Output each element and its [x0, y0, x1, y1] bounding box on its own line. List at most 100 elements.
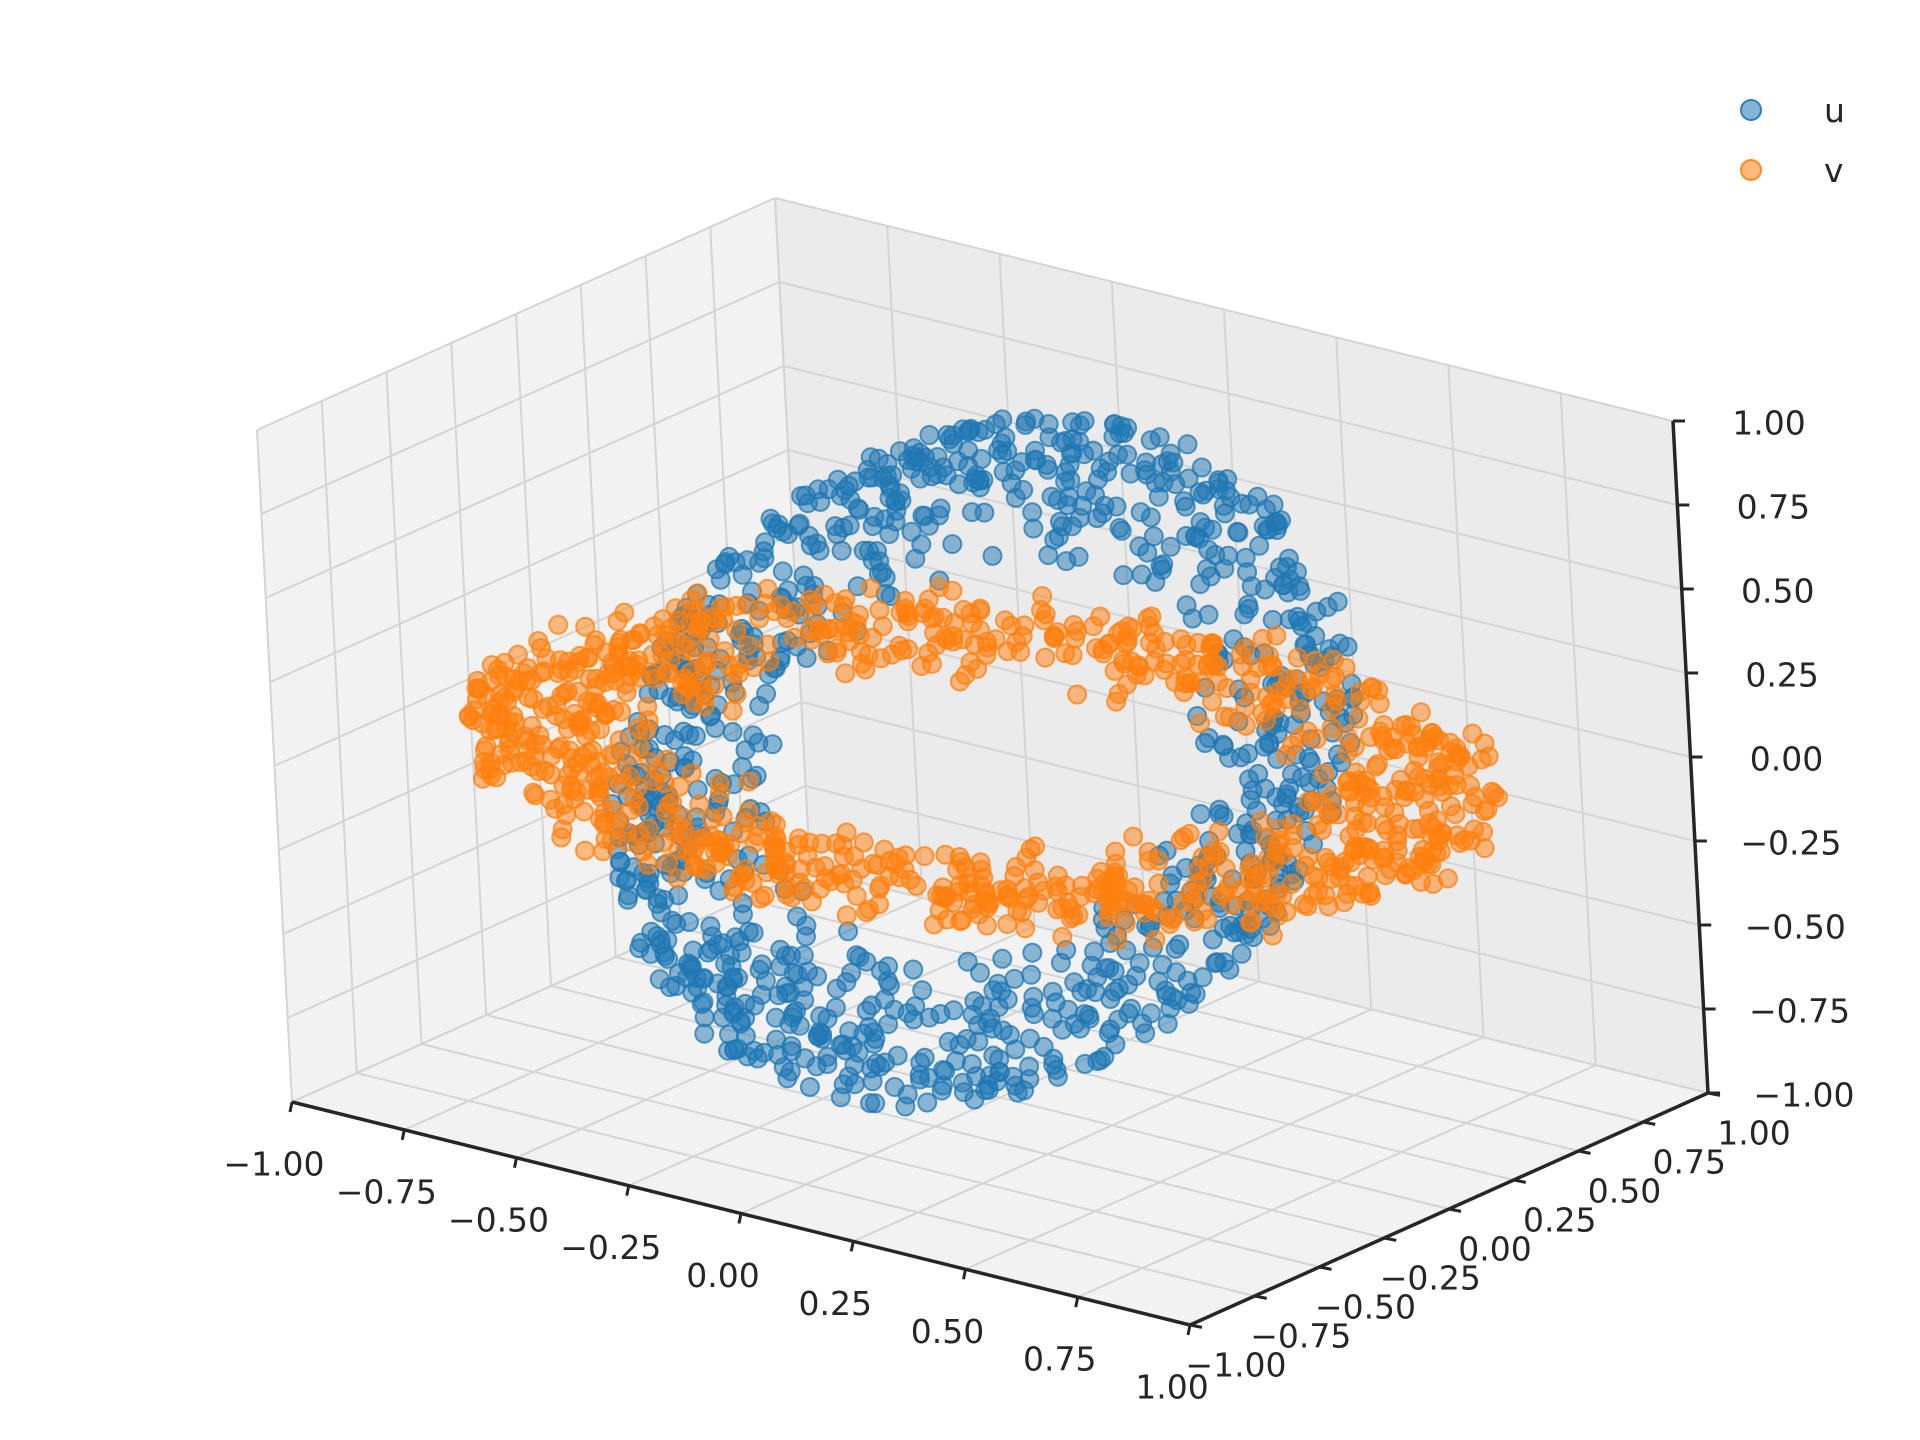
point-v [528, 631, 549, 652]
point-v [1190, 713, 1210, 734]
point-v [474, 740, 495, 761]
tick-mark [1074, 1296, 1080, 1308]
point-u [1098, 1023, 1119, 1043]
point-u [956, 1029, 977, 1049]
point-u [1177, 434, 1198, 455]
point-v [680, 613, 701, 634]
z-tick-label: 0.75 [1737, 488, 1810, 527]
point-u [1269, 557, 1290, 578]
y-tick-label: −0.50 [1315, 1288, 1416, 1327]
point-v [570, 714, 591, 735]
point-v [624, 788, 645, 809]
point-u [1160, 443, 1181, 464]
point-v [1369, 721, 1390, 742]
legend-item-u[interactable]: u [1740, 80, 1900, 140]
point-v [1104, 866, 1125, 887]
point-v [672, 673, 693, 694]
point-v [836, 822, 857, 843]
point-v [551, 827, 572, 848]
x-tick-label: 0.00 [686, 1256, 759, 1295]
point-u [1022, 942, 1043, 963]
tick-mark [1254, 1294, 1268, 1300]
point-u [983, 980, 1004, 1001]
point-u [1064, 1013, 1085, 1034]
point-u [1141, 1003, 1161, 1024]
tick-mark [625, 1185, 631, 1196]
point-u [846, 945, 867, 966]
point-u [647, 893, 668, 914]
legend-item-v[interactable]: v [1740, 140, 1900, 200]
point-v [933, 607, 954, 628]
point-v [1118, 616, 1139, 637]
y-tick-label: 0.50 [1588, 1172, 1661, 1211]
point-v [1115, 913, 1136, 934]
point-v [588, 778, 609, 799]
tick-mark [400, 1129, 406, 1141]
point-u [1130, 502, 1151, 523]
point-v [943, 892, 964, 913]
point-u [1190, 804, 1211, 824]
point-u [1192, 967, 1213, 988]
point-u [1282, 764, 1302, 785]
point-u [1248, 763, 1269, 784]
point-v [601, 744, 622, 765]
point-v [1464, 819, 1485, 840]
point-v [1410, 702, 1431, 723]
point-v [507, 644, 528, 665]
point-u [1015, 414, 1036, 435]
point-u [749, 552, 770, 573]
point-u [732, 564, 753, 585]
point-u [1121, 998, 1142, 1019]
y-tick-label: −0.25 [1380, 1259, 1481, 1298]
point-u [1108, 1009, 1129, 1030]
point-v [658, 795, 679, 816]
point-v [1487, 787, 1508, 808]
point-u [1185, 525, 1205, 546]
point-u [1094, 495, 1115, 516]
point-v [517, 730, 538, 751]
point-u [714, 554, 735, 575]
point-u [1195, 733, 1216, 753]
point-v [1361, 885, 1381, 906]
point-u [1075, 1053, 1095, 1074]
point-v [1380, 859, 1401, 880]
point-u [1131, 564, 1152, 585]
point-u [1047, 1066, 1068, 1087]
point-v [825, 593, 845, 614]
point-v [726, 620, 747, 641]
point-v [1067, 684, 1088, 705]
point-v [1283, 825, 1304, 846]
point-v [1154, 659, 1175, 680]
point-v [1093, 643, 1114, 664]
point-v [1415, 737, 1436, 758]
back-gridline-z [774, 197, 1674, 422]
x-tick-label: −0.75 [336, 1172, 437, 1211]
point-v [757, 634, 778, 655]
point-u [1025, 440, 1046, 461]
point-u [927, 464, 948, 485]
point-u [1033, 1036, 1054, 1057]
point-v [1108, 683, 1129, 704]
z-tick-label: −0.75 [1749, 992, 1850, 1031]
legend: u v [1740, 80, 1900, 200]
point-v [548, 614, 569, 635]
point-u [781, 1041, 802, 1062]
point-u [948, 474, 969, 495]
point-u [1023, 986, 1044, 1007]
point-v [1323, 649, 1344, 670]
point-v [1208, 656, 1228, 677]
point-u [856, 1000, 877, 1021]
point-v [1137, 608, 1158, 629]
point-v [1161, 909, 1182, 930]
point-v [572, 746, 593, 767]
point-v [689, 794, 710, 815]
point-u [818, 479, 839, 500]
point-u [1050, 952, 1071, 973]
point-u [964, 1089, 985, 1110]
point-u [770, 939, 791, 960]
point-u [919, 425, 940, 445]
point-v [1188, 632, 1209, 653]
point-u [817, 1046, 838, 1067]
point-v [1298, 847, 1319, 868]
point-v [1035, 647, 1056, 668]
